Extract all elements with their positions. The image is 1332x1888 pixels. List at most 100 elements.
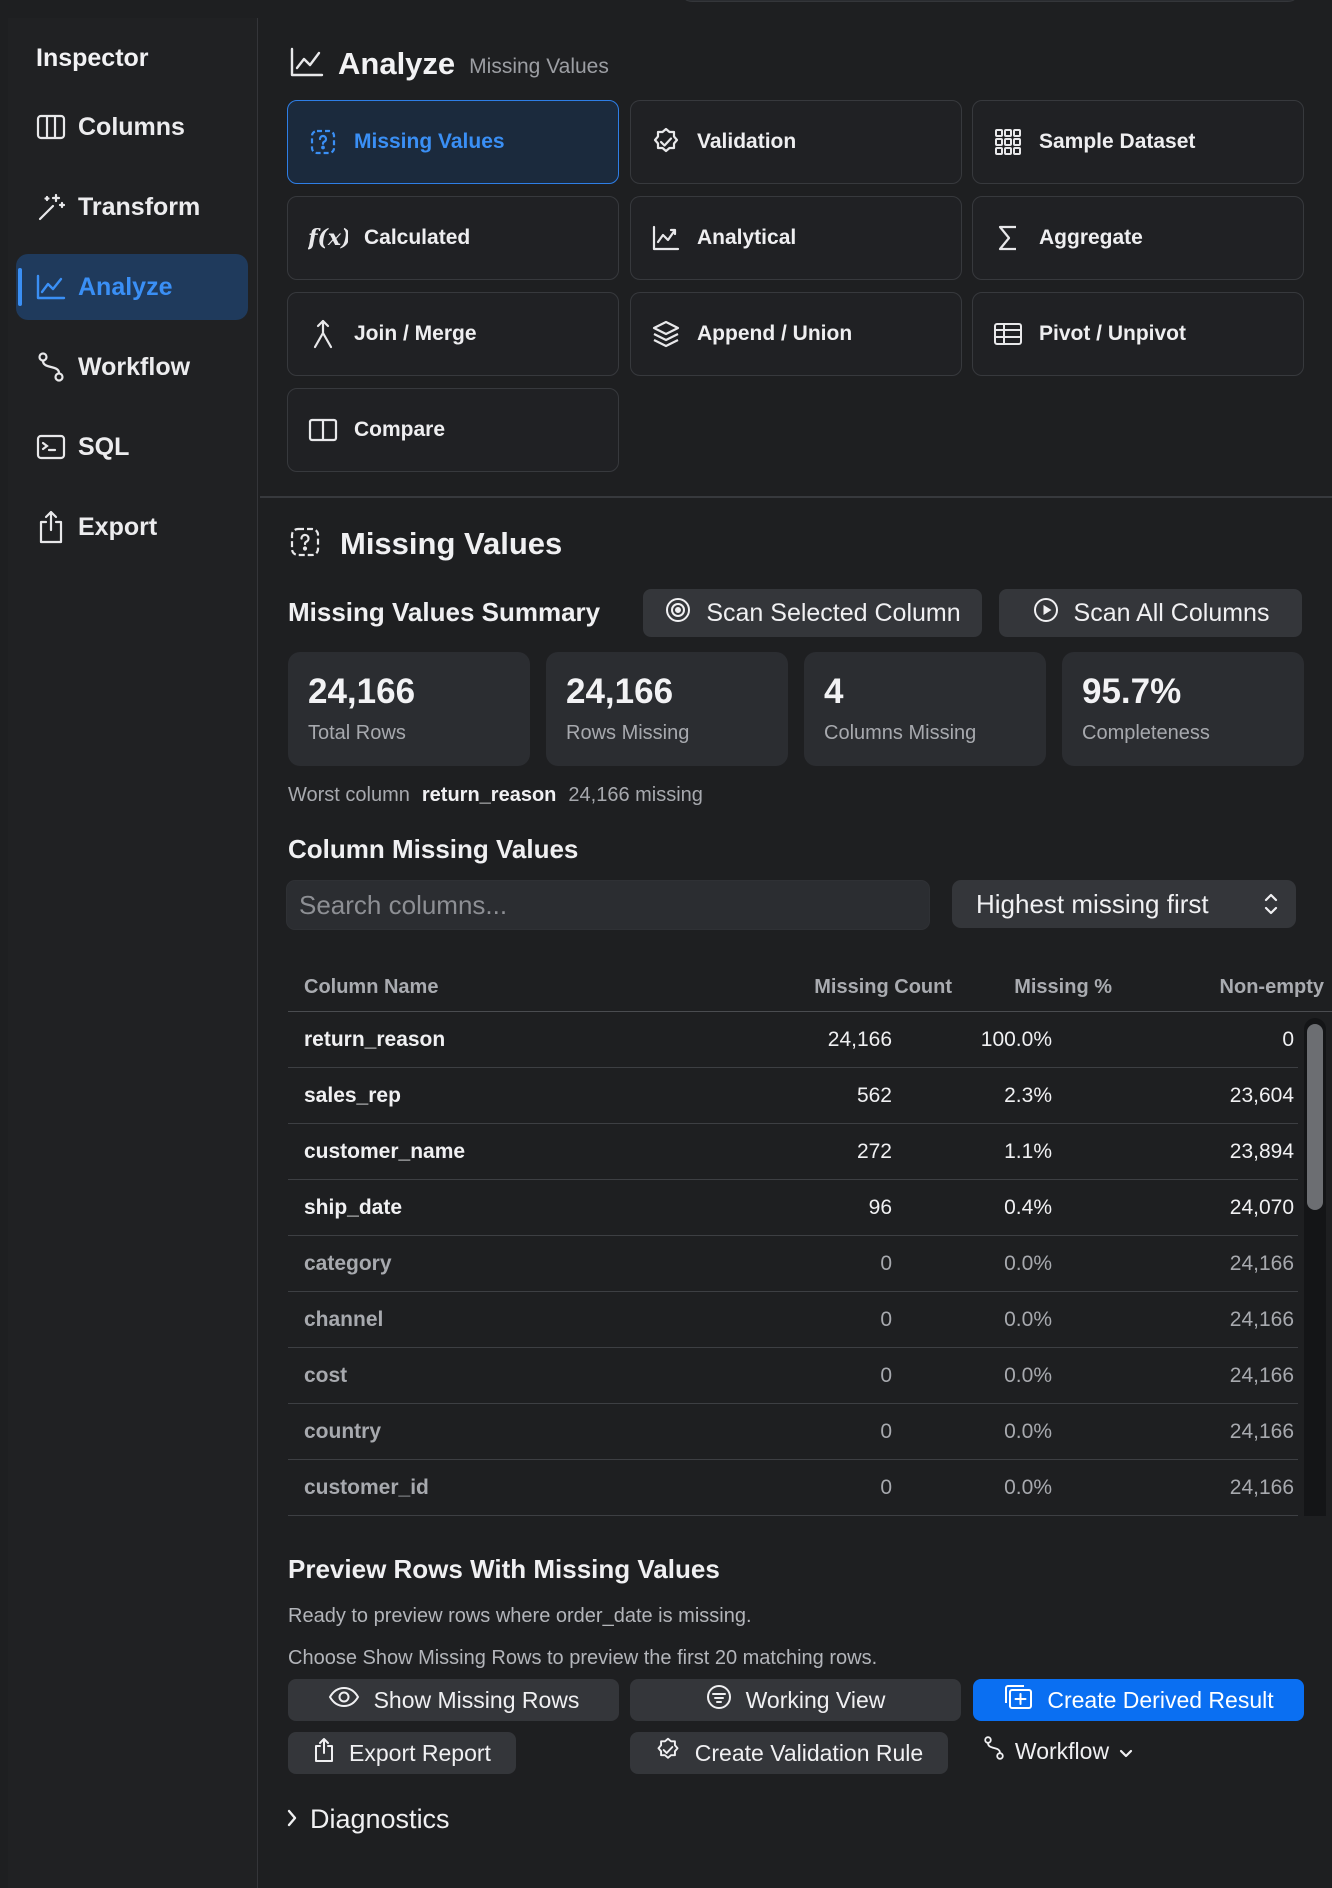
- chart-line-icon: [34, 270, 68, 304]
- header-missing-percent[interactable]: Missing %: [1014, 976, 1112, 998]
- scrollbar-thumb[interactable]: [1307, 1024, 1323, 1210]
- tool-label: Analytical: [697, 226, 797, 249]
- cell-non-empty: 23,604: [1229, 1084, 1294, 1107]
- sort-select[interactable]: Highest missing first: [952, 880, 1296, 928]
- sidebar-item-sql[interactable]: SQL: [16, 414, 248, 480]
- sidebar-item-label: Analyze: [78, 272, 173, 301]
- sidebar-item-analyze[interactable]: Analyze: [16, 254, 248, 320]
- stat-card-total-rows: 24,166 Total Rows: [288, 652, 530, 766]
- table-row[interactable]: category 0 0.0% 24,166: [288, 1236, 1298, 1292]
- tool-calculated[interactable]: ƒ(x) Calculated: [287, 196, 619, 280]
- share-icon: [313, 1737, 335, 1769]
- checkmark-seal-icon: [651, 127, 681, 157]
- toolbar-edge: [680, 0, 1300, 2]
- stat-label: Rows Missing: [566, 722, 690, 744]
- cell-non-empty: 24,166: [1229, 1476, 1294, 1499]
- working-view-label: Working View: [745, 1686, 886, 1713]
- target-icon: [664, 596, 692, 631]
- tool-compare[interactable]: Compare: [287, 388, 619, 472]
- column-table-title: Column Missing Values: [288, 834, 579, 864]
- divider: [260, 496, 1332, 498]
- cell-missing-percent: 2.3%: [1004, 1084, 1052, 1107]
- worst-column-name: return_reason: [421, 784, 557, 806]
- tool-sample-dataset[interactable]: Sample Dataset: [972, 100, 1304, 184]
- tool-join-merge[interactable]: Join / Merge: [287, 292, 619, 376]
- split-icon: [308, 415, 338, 445]
- preview-title: Preview Rows With Missing Values: [288, 1554, 720, 1584]
- main-panel: Analyze Missing Values Missing Values Va…: [260, 18, 1332, 1888]
- search-columns-input[interactable]: [286, 880, 930, 930]
- diagnostics-label: Diagnostics: [310, 1804, 450, 1834]
- scan-all-button[interactable]: Scan All Columns: [999, 589, 1302, 637]
- scan-selected-label: Scan Selected Column: [706, 598, 961, 627]
- header-missing-count[interactable]: Missing Count: [814, 976, 952, 998]
- layers-icon: [651, 319, 681, 349]
- cell-column-name: customer_id: [304, 1476, 429, 1499]
- table-row[interactable]: ship_date 96 0.4% 24,070: [288, 1180, 1298, 1236]
- eye-icon: [328, 1686, 360, 1714]
- cell-missing-count: 0: [880, 1420, 892, 1443]
- workflow-menu-button[interactable]: Workflow: [973, 1730, 1143, 1772]
- cell-missing-percent: 0.0%: [1004, 1308, 1052, 1331]
- sidebar-item-label: SQL: [78, 432, 130, 461]
- tool-label: Pivot / Unpivot: [1039, 322, 1186, 345]
- cell-missing-count: 0: [880, 1308, 892, 1331]
- tool-missing-values[interactable]: Missing Values: [287, 100, 619, 184]
- table-row[interactable]: channel 0 0.0% 24,166: [288, 1292, 1298, 1348]
- cell-missing-count: 272: [856, 1140, 892, 1163]
- chevron-right-icon: [286, 1804, 298, 1835]
- chevron-up-down-icon: [1262, 890, 1280, 918]
- tool-label: Validation: [697, 130, 797, 153]
- create-derived-result-button[interactable]: Create Derived Result: [973, 1679, 1304, 1721]
- scan-selected-button[interactable]: Scan Selected Column: [643, 589, 982, 637]
- table-row[interactable]: customer_id 0 0.0% 24,166: [288, 1460, 1298, 1516]
- sidebar-item-label: Transform: [78, 192, 201, 221]
- tool-label: Aggregate: [1039, 226, 1143, 249]
- cell-missing-count: 0: [880, 1252, 892, 1275]
- tool-aggregate[interactable]: Aggregate: [972, 196, 1304, 280]
- tool-append-union[interactable]: Append / Union: [630, 292, 962, 376]
- cell-missing-percent: 100.0%: [980, 1028, 1052, 1051]
- sidebar-item-export[interactable]: Export: [16, 494, 248, 560]
- svg-text:ƒ(x): ƒ(x): [308, 225, 348, 251]
- cell-missing-count: 0: [880, 1364, 892, 1387]
- cell-missing-percent: 0.4%: [1004, 1196, 1052, 1219]
- stat-label: Completeness: [1082, 722, 1210, 744]
- header-column-name[interactable]: Column Name: [304, 976, 439, 998]
- stat-card-rows-missing: 24,166 Rows Missing: [546, 652, 788, 766]
- sidebar-item-workflow[interactable]: Workflow: [16, 334, 248, 400]
- export-report-button[interactable]: Export Report: [288, 1732, 516, 1774]
- cell-non-empty: 24,070: [1229, 1196, 1294, 1219]
- cell-missing-percent: 1.1%: [1004, 1140, 1052, 1163]
- table-row[interactable]: return_reason 24,166 100.0% 0: [288, 1012, 1298, 1068]
- stat-card-columns-missing: 4 Columns Missing: [804, 652, 1046, 766]
- table-row[interactable]: customer_name 272 1.1% 23,894: [288, 1124, 1298, 1180]
- sidebar-item-columns[interactable]: Columns: [16, 94, 248, 160]
- table-row[interactable]: country 0 0.0% 24,166: [288, 1404, 1298, 1460]
- table-header: Column Name Missing Count Missing % Non-…: [288, 958, 1332, 1012]
- sidebar: Inspector Columns Transform Analyze Work…: [8, 18, 258, 1888]
- working-view-button[interactable]: Working View: [630, 1679, 961, 1721]
- cell-non-empty: 24,166: [1229, 1420, 1294, 1443]
- tool-analytical[interactable]: Analytical: [630, 196, 962, 280]
- header-non-empty[interactable]: Non-empty: [1219, 976, 1324, 998]
- tool-validation[interactable]: Validation: [630, 100, 962, 184]
- create-validation-rule-button[interactable]: Create Validation Rule: [630, 1732, 948, 1774]
- cell-column-name: country: [304, 1420, 382, 1443]
- cell-non-empty: 23,894: [1229, 1140, 1294, 1163]
- cell-missing-percent: 0.0%: [1004, 1476, 1052, 1499]
- export-report-label: Export Report: [349, 1739, 491, 1766]
- preview-line-1: Ready to preview rows where order_date i…: [288, 1605, 752, 1627]
- workflow-label: Workflow: [1014, 1737, 1110, 1764]
- magic-wand-icon: [34, 190, 68, 224]
- scrollbar[interactable]: [1304, 1018, 1326, 1516]
- cell-non-empty: 24,166: [1229, 1364, 1294, 1387]
- tool-pivot-unpivot[interactable]: Pivot / Unpivot: [972, 292, 1304, 376]
- merge-icon: [308, 319, 338, 349]
- diagnostics-disclosure[interactable]: Diagnostics: [286, 1804, 450, 1835]
- show-missing-rows-button[interactable]: Show Missing Rows: [288, 1679, 619, 1721]
- table-row[interactable]: sales_rep 562 2.3% 23,604: [288, 1068, 1298, 1124]
- stat-label: Total Rows: [308, 722, 406, 744]
- sidebar-item-transform[interactable]: Transform: [16, 174, 248, 240]
- table-row[interactable]: cost 0 0.0% 24,166: [288, 1348, 1298, 1404]
